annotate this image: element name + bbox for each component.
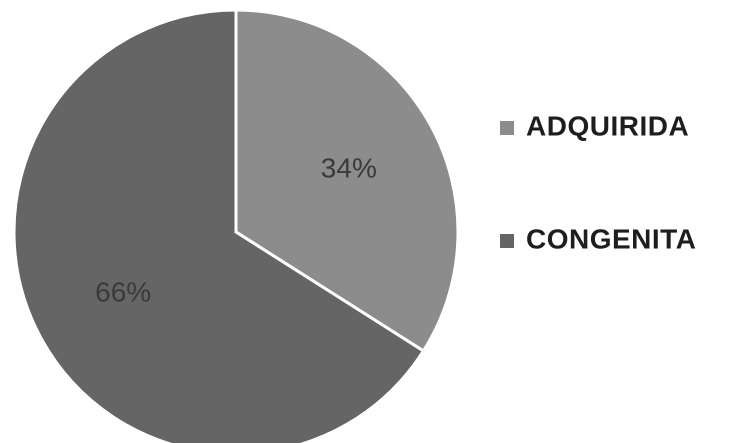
legend-item-adquirida: ADQUIRIDA: [500, 110, 689, 141]
legend-swatch-adquirida: [500, 121, 514, 135]
pie-slices: [12, 8, 460, 443]
legend-item-congenita: CONGENITA: [500, 223, 696, 254]
slice-label-congenita: 66%: [95, 276, 151, 307]
pie-slice-congenita: [12, 8, 426, 443]
pie-slice-labels: 34% 66%: [95, 152, 377, 307]
legend-swatch-congenita: [500, 234, 514, 248]
legend-label-congenita: CONGENITA: [526, 223, 696, 254]
slice-label-adquirida: 34%: [321, 152, 377, 183]
legend-label-adquirida: ADQUIRIDA: [526, 110, 689, 141]
legend: ADQUIRIDA CONGENITA: [500, 110, 696, 254]
